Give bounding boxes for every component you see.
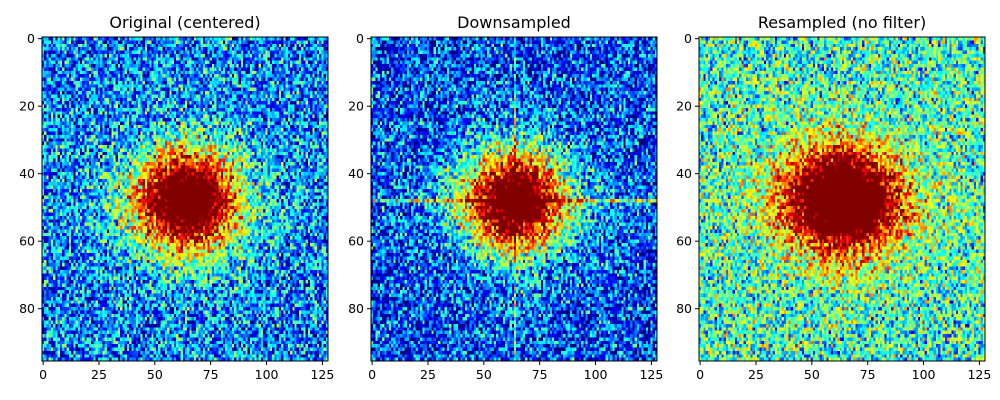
y-tick-label: 0 [684, 31, 692, 46]
x-tick-label: 125 [967, 367, 991, 382]
y-tick-label: 0 [356, 31, 364, 46]
x-tick-label: 100 [912, 367, 936, 382]
y-tick-label: 20 [348, 99, 364, 114]
chart-title: Original (centered) [109, 13, 260, 32]
axes-frame [370, 36, 658, 362]
y-tick-label: 80 [676, 301, 692, 316]
x-tick-label: 75 [860, 367, 876, 382]
x-tick-label: 25 [91, 367, 107, 382]
y-tick-label: 80 [19, 301, 35, 316]
x-tick-label: 125 [310, 367, 334, 382]
heatmap-image [371, 37, 657, 361]
x-tick-label: 75 [203, 367, 219, 382]
x-tick-label: 25 [748, 367, 764, 382]
y-tick-label: 20 [19, 99, 35, 114]
chart-panel-1: Original (centered) 0 25 50 75 100 125 0 20 40 60 8… [19, 13, 334, 382]
chart-panel-2: Downsampled 0 25 50 75 100 125 0 20 40 60 80 [348, 13, 663, 382]
chart-title: Downsampled [457, 13, 571, 32]
y-tick-label: 20 [676, 99, 692, 114]
chart-panel-3: Resampled (no filter) 0 25 50 75 100 125 0 20 40 6… [676, 13, 991, 382]
x-tick-label: 75 [532, 367, 548, 382]
x-tick-label: 0 [368, 367, 376, 382]
heatmap-image [42, 37, 328, 361]
x-tick-label: 0 [39, 367, 47, 382]
y-tick-label: 40 [348, 166, 364, 181]
axes-frame [41, 36, 329, 362]
x-tick-label: 50 [804, 367, 820, 382]
y-tick-label: 40 [19, 166, 35, 181]
chart-title: Resampled (no filter) [758, 13, 926, 32]
y-tick-label: 60 [348, 234, 364, 249]
x-tick-label: 100 [584, 367, 608, 382]
x-tick-label: 50 [476, 367, 492, 382]
x-tick-label: 0 [696, 367, 704, 382]
y-tick-label: 60 [19, 234, 35, 249]
x-tick-label: 25 [420, 367, 436, 382]
y-tick-label: 80 [348, 301, 364, 316]
heatmap-image [699, 37, 985, 361]
y-tick-label: 40 [676, 166, 692, 181]
x-tick-label: 125 [639, 367, 663, 382]
x-tick-label: 50 [147, 367, 163, 382]
y-tick-label: 60 [676, 234, 692, 249]
y-tick-label: 0 [27, 31, 35, 46]
axes-frame [698, 36, 986, 362]
x-tick-label: 100 [255, 367, 279, 382]
